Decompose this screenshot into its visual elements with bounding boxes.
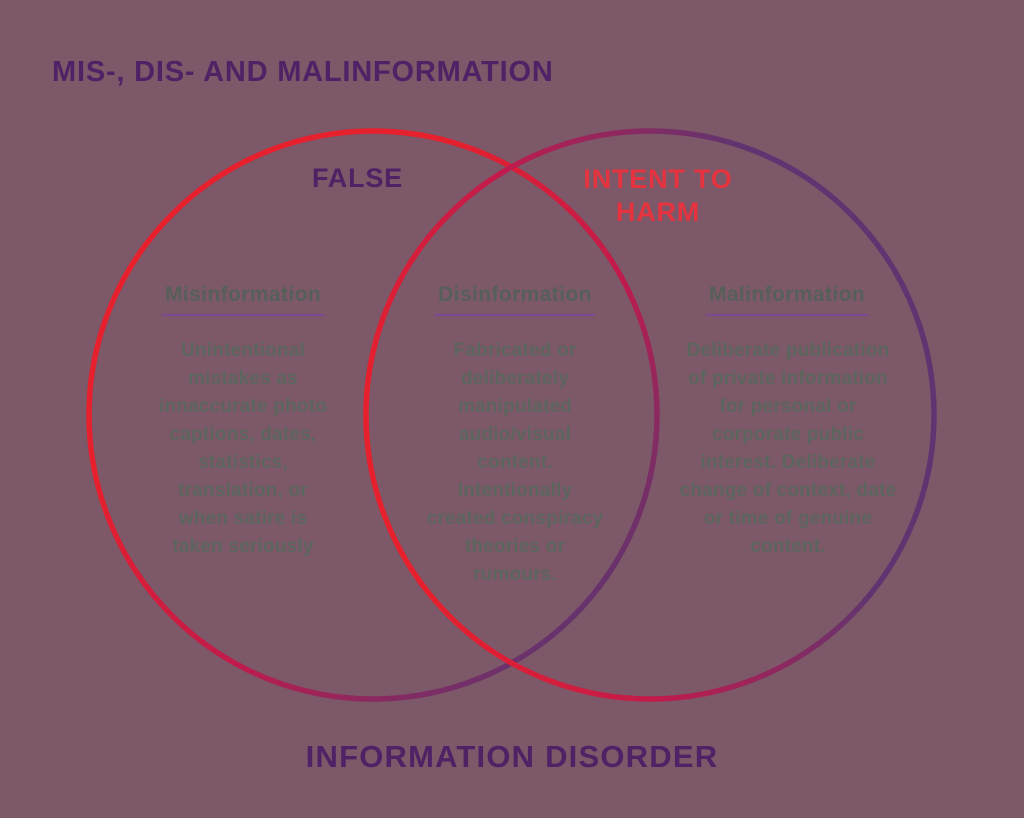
venn-left-circle [86,128,660,702]
right-circle-label-intent-to-harm: INTENT TO HARM [583,164,733,227]
misinformation-heading: Misinformation [161,283,325,316]
malinformation-heading-row: Malinformation [667,283,907,316]
page-title: MIS-, DIS- AND MALINFORMATION [52,56,554,88]
footer-title-information-disorder: INFORMATION DISORDER [305,739,719,774]
disinformation-heading-row: Disinformation [395,283,635,316]
disinformation-description: Fabricated or deliberately manipulated a… [426,340,604,585]
disinformation-heading: Disinformation [435,283,595,316]
malinformation-heading: Malinformation [705,283,869,316]
misinformation-description: Unintentional mistakes as innaccurate ph… [158,340,328,557]
malinformation-description: Deliberate publication of private inform… [679,340,897,557]
misinformation-heading-row: Misinformation [123,283,363,316]
left-circle-label-false: FALSE [311,163,403,193]
venn-right-circle [363,128,937,702]
